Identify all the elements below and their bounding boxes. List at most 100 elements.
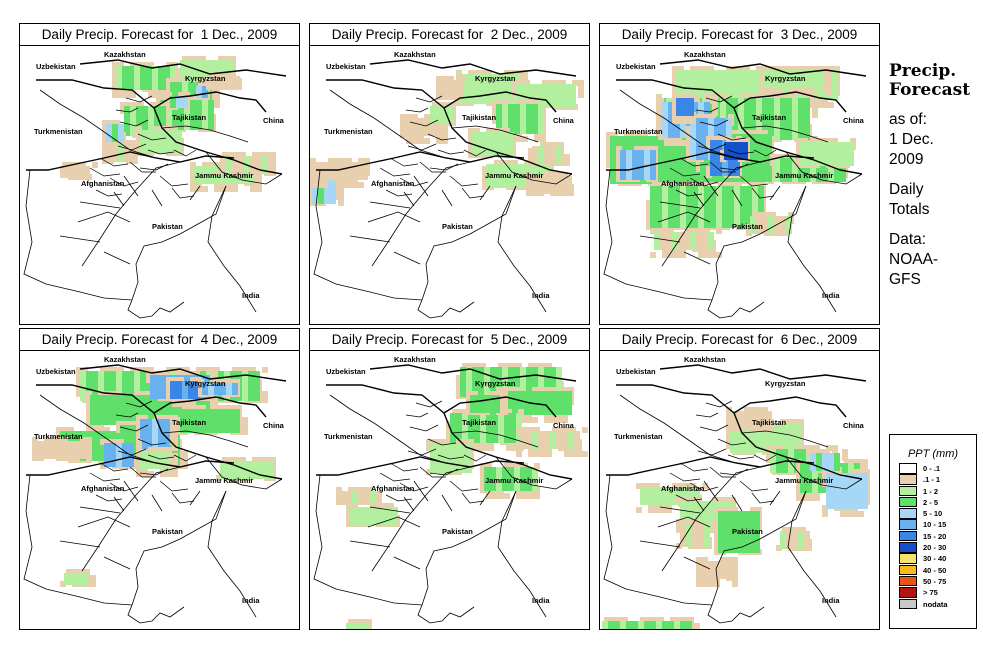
precip-cell bbox=[146, 142, 152, 148]
precip-cell bbox=[362, 162, 368, 168]
precip-cell bbox=[126, 437, 132, 443]
precip-cell bbox=[680, 126, 686, 132]
precip-cell bbox=[80, 377, 86, 383]
precip-cell bbox=[134, 377, 140, 383]
country-border bbox=[26, 151, 235, 171]
precip-cell bbox=[150, 387, 156, 393]
precip-cell bbox=[664, 148, 670, 154]
precip-cell bbox=[706, 82, 712, 88]
precip-cell bbox=[730, 94, 736, 100]
precip-cell bbox=[762, 122, 768, 128]
precip-cell bbox=[692, 198, 698, 204]
precip-cell bbox=[468, 134, 474, 140]
precip-cell bbox=[704, 102, 710, 108]
precip-cell bbox=[422, 124, 428, 130]
precip-cell bbox=[780, 110, 786, 116]
precip-cell bbox=[502, 373, 508, 379]
precip-cell bbox=[786, 128, 792, 134]
precip-cell bbox=[226, 383, 232, 389]
precip-cell bbox=[144, 395, 150, 401]
precip-cell bbox=[428, 124, 434, 130]
precip-cell bbox=[254, 377, 260, 383]
precip-cell bbox=[204, 427, 210, 433]
precip-cell bbox=[714, 124, 720, 130]
precip-cell bbox=[700, 170, 706, 176]
precip-cell bbox=[42, 447, 48, 453]
map-label-kyrgyzstan: Kyrgyzstan bbox=[185, 74, 226, 83]
precip-cell bbox=[728, 114, 734, 120]
precip-cell bbox=[418, 138, 424, 144]
precip-cell bbox=[478, 74, 484, 80]
precip-cell bbox=[204, 72, 210, 78]
precip-cell bbox=[450, 102, 456, 108]
precip-cell bbox=[340, 182, 346, 188]
precip-cell bbox=[688, 166, 694, 172]
precip-cell bbox=[160, 447, 166, 453]
precip-cell bbox=[206, 178, 212, 184]
precip-cell bbox=[112, 68, 118, 74]
precip-cell bbox=[110, 377, 116, 383]
precip-cell bbox=[800, 148, 806, 154]
precip-cell bbox=[84, 453, 90, 459]
precip-cell bbox=[48, 453, 54, 459]
country-border bbox=[369, 59, 577, 77]
precip-cell bbox=[484, 86, 490, 92]
precip-cell bbox=[538, 152, 544, 158]
precip-cell bbox=[98, 427, 104, 433]
precip-cell bbox=[706, 70, 712, 76]
precip-cell bbox=[542, 182, 548, 188]
precip-cell bbox=[704, 192, 710, 198]
precip-cell bbox=[748, 70, 754, 76]
precip-cell bbox=[116, 84, 122, 90]
precip-cell bbox=[630, 132, 636, 138]
precip-cell bbox=[786, 170, 792, 176]
precip-cell bbox=[164, 457, 170, 463]
precip-cell bbox=[466, 367, 472, 373]
precip-cell bbox=[802, 138, 808, 144]
precip-cell bbox=[206, 172, 212, 178]
precip-cell bbox=[158, 66, 164, 72]
precip-cell bbox=[362, 168, 368, 174]
precip-cell bbox=[662, 132, 668, 138]
precip-cell bbox=[682, 172, 688, 178]
precip-cell bbox=[510, 170, 516, 176]
precip-cell bbox=[504, 363, 510, 369]
precip-cell bbox=[520, 128, 526, 134]
precip-cell bbox=[676, 104, 682, 110]
precip-cell bbox=[128, 455, 134, 461]
precip-cell bbox=[736, 142, 742, 148]
forecast-panel-day-2: Daily Precip. Forecast for 2 Dec., 2009 … bbox=[309, 23, 590, 325]
precip-cell bbox=[116, 449, 122, 455]
precip-cell bbox=[178, 118, 184, 124]
precip-cell bbox=[740, 198, 746, 204]
precip-cell bbox=[682, 148, 688, 154]
precip-cell bbox=[214, 186, 220, 192]
precip-cell bbox=[228, 82, 234, 88]
precip-cell bbox=[196, 112, 202, 118]
precip-cell bbox=[332, 174, 338, 180]
precip-cell bbox=[422, 130, 428, 136]
precip-cell bbox=[180, 72, 186, 78]
precip-cell bbox=[122, 443, 128, 449]
precip-cell bbox=[140, 377, 146, 383]
precip-cell bbox=[650, 222, 656, 228]
precip-cell bbox=[176, 130, 182, 136]
precip-cell bbox=[620, 168, 626, 174]
map-label-uzbekistan: Uzbekistan bbox=[36, 367, 76, 376]
precip-cell bbox=[798, 110, 804, 116]
precip-cell bbox=[668, 198, 674, 204]
precip-cell bbox=[112, 80, 118, 86]
precip-cell bbox=[748, 82, 754, 88]
precip-cell bbox=[436, 94, 442, 100]
province-border bbox=[697, 143, 727, 151]
precip-cell bbox=[318, 198, 324, 204]
precip-cell bbox=[760, 72, 766, 78]
country-border bbox=[207, 185, 257, 313]
precip-cell bbox=[160, 92, 166, 98]
precip-cell bbox=[186, 72, 192, 78]
precip-cell bbox=[440, 130, 446, 136]
precip-cell bbox=[116, 455, 122, 461]
precip-cell bbox=[712, 104, 718, 110]
precip-cell bbox=[768, 216, 774, 222]
precip-cell bbox=[774, 228, 780, 234]
